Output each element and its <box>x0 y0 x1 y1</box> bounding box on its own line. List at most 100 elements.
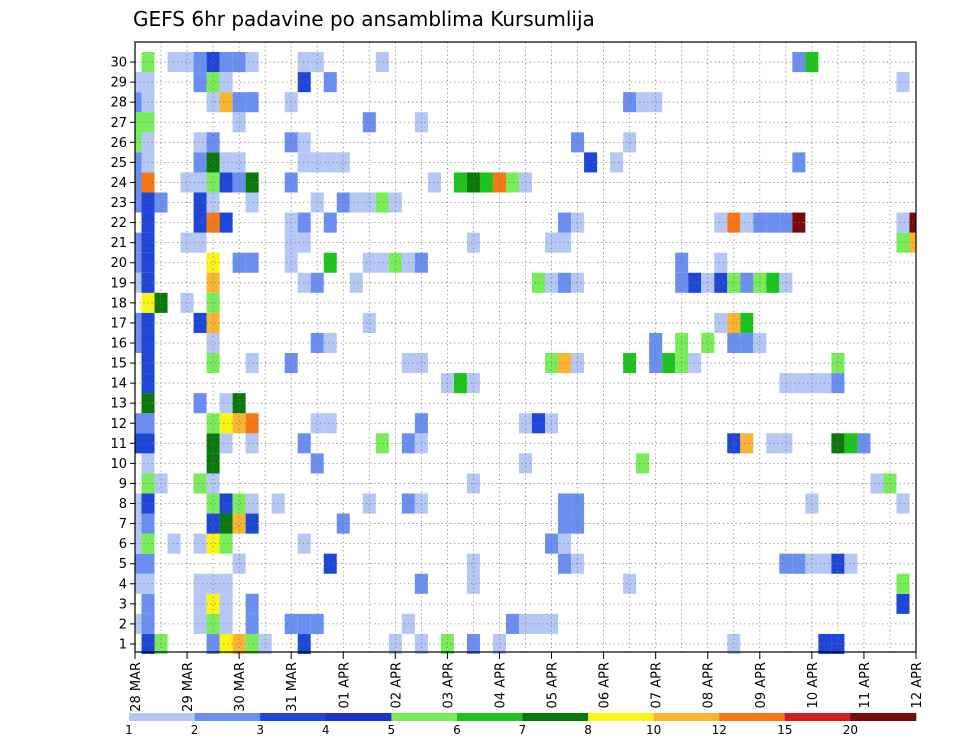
heatmap-cell <box>232 393 246 414</box>
heatmap-cell <box>740 272 754 293</box>
heatmap-cell <box>135 92 142 113</box>
heatmap-cell <box>206 212 220 233</box>
heatmap-cell <box>766 272 780 293</box>
heatmap-cell <box>245 92 259 113</box>
heatmap-cell <box>571 212 585 233</box>
x-tick-label: 11 APR <box>858 662 873 708</box>
colorbar-tick-label: 4 <box>322 723 330 737</box>
heatmap-cell <box>323 553 337 574</box>
heatmap-cell <box>219 212 233 233</box>
heatmap-cell <box>388 252 402 273</box>
heatmap-cell <box>135 513 142 534</box>
heatmap-cell <box>466 633 480 655</box>
heatmap-cell <box>135 493 142 514</box>
heatmap-cell <box>232 513 246 534</box>
heatmap-cell <box>727 272 741 293</box>
heatmap-cell <box>323 212 337 233</box>
heatmap-cell <box>518 453 533 474</box>
heatmap-cell <box>135 573 142 594</box>
y-tick-label: 2 <box>119 617 127 632</box>
heatmap-cell <box>831 353 845 374</box>
heatmap-cell <box>518 172 533 193</box>
heatmap-cell <box>896 573 910 594</box>
heatmap-cell <box>466 172 480 193</box>
heatmap-cell <box>896 212 910 233</box>
x-tick-label: 29 MAR <box>181 662 196 712</box>
heatmap-cell <box>232 52 246 73</box>
y-tick-label: 19 <box>110 276 127 291</box>
x-tick-label: 04 APR <box>493 662 508 708</box>
colorbar-swatch <box>325 713 392 721</box>
x-tick-label: 09 APR <box>754 662 769 708</box>
heatmap-cell <box>310 453 324 474</box>
heatmap-cell <box>219 613 233 634</box>
heatmap-cell <box>193 72 207 93</box>
heatmap-cell <box>135 232 142 253</box>
heatmap-cell <box>193 393 207 414</box>
heatmap-cell <box>636 92 650 113</box>
x-tick-label: 02 APR <box>389 662 404 708</box>
y-tick-label: 17 <box>110 316 127 331</box>
heatmap-cell <box>297 72 311 93</box>
heatmap-cell <box>440 633 454 655</box>
heatmap-cell <box>362 493 376 514</box>
heatmap-cell <box>727 633 741 655</box>
colorbar-swatch <box>194 713 261 721</box>
heatmap-cell <box>297 52 311 73</box>
colorbar-swatch <box>719 713 786 721</box>
heatmap-cell <box>245 513 259 534</box>
heatmap-cell <box>466 232 480 253</box>
heatmap-cell <box>193 613 207 634</box>
heatmap-cell <box>896 232 910 253</box>
y-tick-label: 29 <box>110 76 127 91</box>
heatmap-cell <box>831 633 845 655</box>
heatmap-cell <box>727 212 741 233</box>
heatmap-cell <box>375 433 389 454</box>
heatmap-cell <box>297 232 311 253</box>
y-tick-label: 12 <box>110 417 127 432</box>
heatmap-cell <box>219 393 233 414</box>
heatmap-cell <box>571 513 585 534</box>
heatmap-cell <box>323 413 337 434</box>
colorbar-swatch <box>784 713 851 721</box>
heatmap-cell <box>492 633 506 655</box>
y-tick-label: 21 <box>110 236 127 251</box>
heatmap-cell <box>649 92 663 113</box>
heatmap-cell <box>245 353 259 374</box>
heatmap-cell <box>219 633 233 655</box>
heatmap-cell <box>623 132 637 153</box>
heatmap-cell <box>206 573 220 594</box>
heatmap-cell <box>219 433 233 454</box>
y-tick-label: 27 <box>110 116 127 131</box>
y-tick-label: 23 <box>110 196 127 211</box>
heatmap-cell <box>310 613 324 634</box>
heatmap-cell <box>245 52 259 73</box>
heatmap-cell <box>375 192 389 213</box>
heatmap-cell <box>297 633 311 655</box>
heatmap-cell <box>206 312 220 333</box>
heatmap-cell <box>479 172 493 193</box>
heatmap-cell <box>362 252 376 273</box>
heatmap-cell <box>714 252 728 273</box>
heatmap-cell <box>636 453 650 474</box>
heatmap-cell <box>206 453 220 474</box>
heatmap-cell <box>766 212 780 233</box>
heatmap-cell <box>193 593 207 614</box>
heatmap-cell <box>610 152 624 173</box>
x-tick-label: 03 APR <box>441 662 456 708</box>
heatmap-cell <box>714 212 728 233</box>
colorbar: 1 2 3 4 5 6 7 8 10 12 15 20 <box>125 713 917 737</box>
heatmap-cell <box>518 613 533 634</box>
heatmap-cell <box>727 332 741 354</box>
colorbar-swatch <box>260 713 327 721</box>
y-tick-label: 3 <box>119 597 127 612</box>
heatmap-cell <box>779 433 793 454</box>
heatmap-cell <box>180 52 194 73</box>
heatmap-cell <box>349 272 363 293</box>
heatmap-cell <box>310 52 324 73</box>
heatmap-cell <box>245 613 259 634</box>
heatmap-cell <box>505 172 519 193</box>
heatmap-cell <box>896 493 910 514</box>
heatmap-cell <box>219 493 233 514</box>
heatmap-cell <box>571 493 585 514</box>
